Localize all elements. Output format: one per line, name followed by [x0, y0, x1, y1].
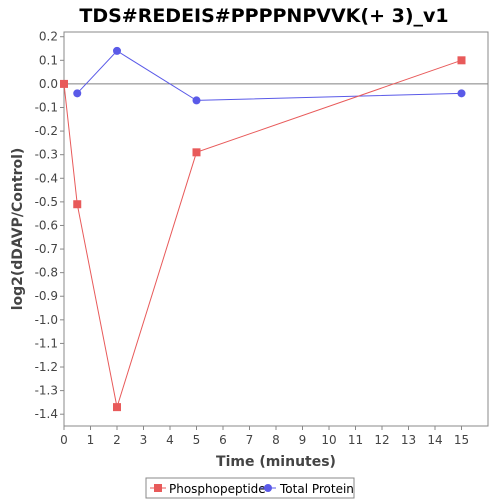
x-tick-label: 0	[60, 433, 68, 447]
legend: Phosphopeptide Total Protein	[145, 477, 355, 499]
x-tick-label: 11	[348, 433, 363, 447]
x-tick-label: 5	[193, 433, 201, 447]
data-point-total-protein	[113, 46, 121, 55]
data-point-total-protein	[73, 89, 82, 98]
data-point-total-protein	[457, 89, 466, 98]
data-point-total-protein	[192, 96, 201, 105]
x-tick-label: 7	[246, 433, 254, 447]
y-tick-label: -0.1	[35, 100, 58, 114]
y-tick-label: -0.4	[35, 171, 58, 185]
y-tick-label: 0.2	[39, 30, 58, 44]
x-tick-label: 1	[87, 433, 95, 447]
legend-marker-total-protein	[264, 484, 272, 492]
y-tick-label: -1.1	[35, 336, 58, 350]
series-line-total-protein	[76, 50, 462, 101]
y-tick-label: -0.8	[35, 266, 58, 280]
data-point-phosphopeptide	[113, 403, 121, 412]
y-tick-label: -1.4	[35, 407, 58, 421]
x-tick-label: 6	[219, 433, 227, 447]
data-point-phosphopeptide	[60, 79, 68, 88]
legend-box	[145, 477, 355, 499]
y-tick-label: 0.1	[39, 53, 58, 67]
data-point-phosphopeptide	[457, 56, 466, 65]
plot-area	[63, 31, 489, 427]
x-tick-label: 14	[427, 433, 442, 447]
y-tick-label: -1.0	[35, 313, 58, 327]
y-tick-label: -1.2	[35, 360, 58, 374]
legend-label-total-protein: Total Protein	[279, 482, 354, 496]
y-tick-label: -0.5	[35, 195, 58, 209]
legend-marker-phosphopeptide	[154, 484, 162, 492]
x-axis: 0 1 2 3 4 5 6 7 8 9 10 11 12 13 14 15	[60, 426, 469, 447]
chart-title: TDS#REDEIS#PPPPNPVVK(+ 3)_v1	[79, 5, 448, 27]
x-tick-label: 9	[299, 433, 307, 447]
legend-label-phosphopeptide: Phosphopeptide	[169, 482, 266, 496]
y-tick-label: 0.0	[39, 77, 58, 91]
x-tick-label: 15	[454, 433, 469, 447]
y-tick-label: -0.7	[35, 242, 58, 256]
y-tick-label: -0.2	[35, 124, 58, 138]
y-axis-label: log2(dDAVP/Control)	[10, 148, 26, 311]
data-point-phosphopeptide	[73, 200, 82, 209]
y-tick-label: -0.6	[35, 218, 58, 232]
x-axis-label: Time (minutes)	[216, 454, 336, 470]
x-tick-label: 3	[140, 433, 148, 447]
x-tick-label: 2	[113, 433, 121, 447]
y-tick-label: -1.3	[35, 384, 58, 398]
data-point-phosphopeptide	[192, 148, 201, 157]
y-tick-label: -0.3	[35, 148, 58, 162]
series-layer	[60, 46, 466, 412]
y-tick-label: -0.9	[35, 289, 58, 303]
x-tick-label: 13	[401, 433, 416, 447]
x-tick-label: 4	[166, 433, 174, 447]
y-axis: 0.2 0.1 0.0 -0.1 -0.2 -0.3 -0.4 -0.5 -0.6 -0.7 -0.…	[35, 30, 64, 421]
x-tick-label: 10	[321, 433, 336, 447]
x-tick-label: 12	[374, 433, 389, 447]
x-tick-label: 8	[272, 433, 280, 447]
